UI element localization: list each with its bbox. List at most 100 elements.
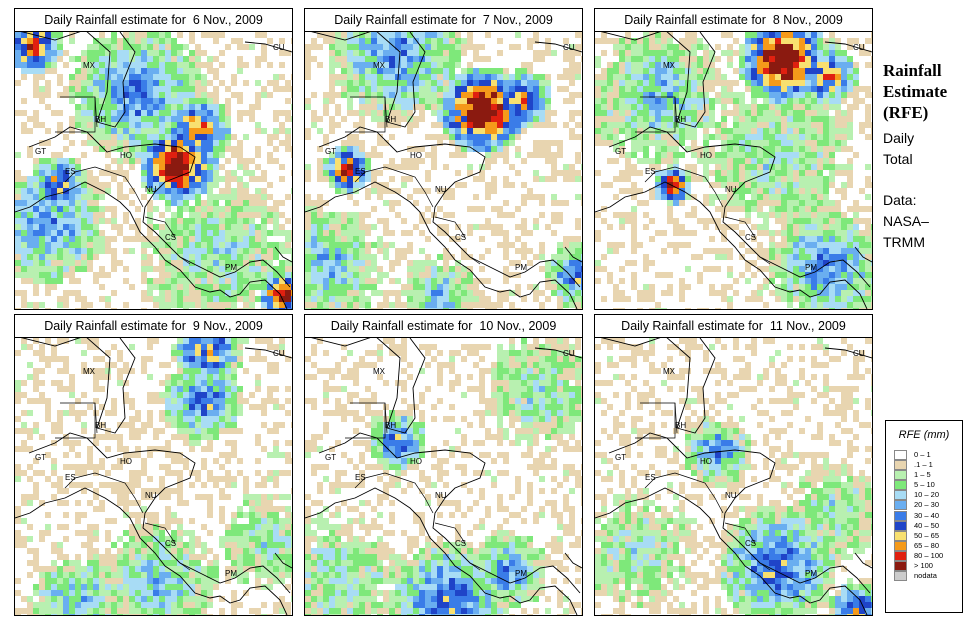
rainfall-cell: [751, 44, 757, 50]
rainfall-cell: [595, 128, 601, 134]
rainfall-cell: [165, 392, 171, 398]
rainfall-cell: [15, 224, 21, 230]
rainfall-cell: [329, 62, 335, 68]
rainfall-cell: [799, 278, 805, 284]
rainfall-cell: [63, 356, 69, 362]
rainfall-cell: [165, 110, 171, 116]
rainfall-cell: [111, 110, 117, 116]
rainfall-cell: [365, 62, 371, 68]
rainfall-cell: [625, 62, 631, 68]
rainfall-cell: [273, 242, 279, 248]
rainfall-cell: [231, 398, 237, 404]
rainfall-cell: [503, 254, 509, 260]
rainfall-cell: [147, 92, 153, 98]
country-label: HO: [120, 151, 132, 160]
rainfall-cell: [323, 98, 329, 104]
rainfall-cell: [601, 68, 607, 74]
rainfall-cell: [255, 374, 261, 380]
rainfall-cell: [39, 32, 45, 38]
rainfall-cell: [661, 116, 667, 122]
rainfall-cell: [557, 146, 563, 152]
rainfall-cell: [667, 290, 673, 296]
rainfall-cell: [231, 176, 237, 182]
rainfall-cell: [509, 308, 515, 309]
rainfall-cell: [237, 260, 243, 266]
rainfall-cell: [407, 176, 413, 182]
rainfall-cell: [581, 284, 582, 290]
rainfall-cell: [347, 278, 353, 284]
rainfall-cell: [147, 152, 153, 158]
rainfall-cell: [365, 296, 371, 302]
rainfall-cell: [835, 188, 841, 194]
rainfall-cell: [377, 86, 383, 92]
rainfall-cell: [279, 242, 285, 248]
rainfall-cell: [195, 110, 201, 116]
rainfall-cell: [243, 164, 249, 170]
rainfall-cell: [189, 62, 195, 68]
rainfall-cell: [395, 302, 401, 308]
rainfall-cell: [835, 56, 841, 62]
rainfall-cell: [407, 50, 413, 56]
rainfall-cell: [509, 86, 515, 92]
rainfall-cell: [201, 278, 207, 284]
rainfall-cell: [631, 56, 637, 62]
rainfall-cell: [667, 56, 673, 62]
rainfall-cell: [171, 380, 177, 386]
rainfall-cell: [643, 116, 649, 122]
rainfall-cell: [147, 116, 153, 122]
rainfall-cell: [159, 80, 165, 86]
rainfall-map: MX BH GT HO ES NU CS PM CU: [594, 31, 873, 310]
rainfall-cell: [581, 278, 582, 284]
rainfall-cell: [691, 194, 697, 200]
rainfall-cell: [661, 98, 667, 104]
rainfall-cell: [847, 290, 853, 296]
rainfall-cell: [201, 260, 207, 266]
rainfall-cell: [407, 44, 413, 50]
rainfall-cell: [341, 308, 347, 309]
rainfall-cell: [365, 38, 371, 44]
rainfall-cell: [751, 194, 757, 200]
rainfall-cell: [643, 296, 649, 302]
rainfall-cell: [177, 104, 183, 110]
rainfall-cell: [213, 236, 219, 242]
rainfall-cell: [195, 284, 201, 290]
rainfall-cell: [291, 104, 292, 110]
rainfall-cell: [75, 236, 81, 242]
rainfall-cell: [243, 230, 249, 236]
rainfall-cell: [365, 272, 371, 278]
rainfall-cell: [395, 62, 401, 68]
rainfall-cell: [823, 278, 829, 284]
rainfall-cell: [799, 182, 805, 188]
rainfall-cell: [371, 50, 377, 56]
rainfall-cell: [443, 98, 449, 104]
rainfall-cell: [661, 80, 667, 86]
rainfall-cell: [177, 176, 183, 182]
rainfall-cell: [171, 56, 177, 62]
rainfall-cell: [467, 104, 473, 110]
rainfall-cell: [267, 368, 273, 374]
rainfall-cell: [267, 206, 273, 212]
rainfall-cell: [817, 134, 823, 140]
rainfall-cell: [231, 380, 237, 386]
rainfall-cell: [359, 212, 365, 218]
rainfall-cell: [491, 140, 497, 146]
rainfall-cell: [305, 278, 311, 284]
rainfall-cell: [431, 38, 437, 44]
rainfall-cell: [111, 290, 117, 296]
rainfall-cell: [347, 182, 353, 188]
rainfall-cell: [673, 218, 679, 224]
rainfall-cell: [33, 302, 39, 308]
rainfall-cell: [231, 188, 237, 194]
rainfall-cell: [219, 110, 225, 116]
rainfall-cell: [841, 224, 847, 230]
rainfall-cell: [581, 122, 582, 128]
rainfall-cell: [733, 134, 739, 140]
rainfall-cell: [171, 104, 177, 110]
rainfall-cell: [237, 356, 243, 362]
rainfall-cell: [727, 200, 733, 206]
rainfall-cell: [613, 80, 619, 86]
rainfall-cell: [401, 62, 407, 68]
rainfall-cell: [431, 302, 437, 308]
rainfall-cell: [425, 176, 431, 182]
rainfall-cell: [431, 158, 437, 164]
